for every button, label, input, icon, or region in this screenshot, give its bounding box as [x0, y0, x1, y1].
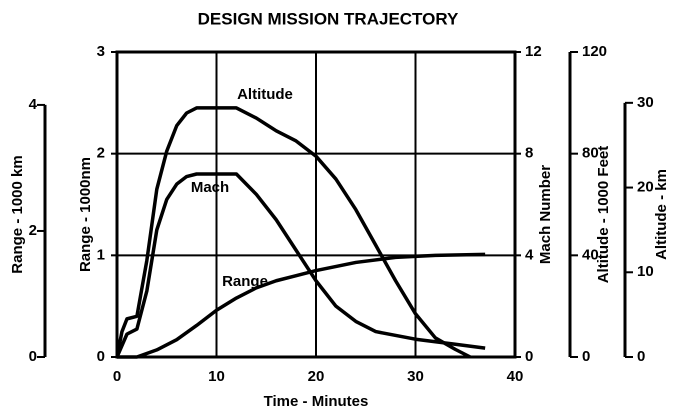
y-tick-label: 3 — [97, 43, 105, 60]
series-label: Mach — [191, 179, 229, 196]
y-axis-label: Range - 1000 km — [9, 155, 26, 273]
y-tick-label: 2 — [29, 222, 37, 239]
x-tick-label: 30 — [407, 368, 424, 385]
y-tick-label: 10 — [637, 263, 654, 280]
line — [115, 172, 486, 358]
y-tick-label: 0 — [582, 348, 590, 365]
x-tick-label: 40 — [507, 368, 524, 385]
y-tick-label: 30 — [637, 94, 654, 111]
y-axis-label: Range - 1000nm — [77, 157, 94, 272]
x-tick-label: 20 — [308, 368, 325, 385]
line — [117, 252, 486, 359]
y-tick-label: 4 — [29, 96, 38, 113]
y-tick-label: 0 — [97, 348, 105, 365]
series-label: Altitude — [237, 86, 293, 103]
y-tick-label: 20 — [637, 179, 654, 196]
y-tick-label: 1 — [97, 246, 105, 263]
y-tick-label: 8 — [525, 145, 533, 162]
y-tick-label: 40 — [582, 246, 599, 263]
y-axis-label: Altitude - km — [653, 169, 670, 260]
y-tick-label: 80 — [582, 145, 599, 162]
y-tick-label: 0 — [637, 348, 645, 365]
x-tick-label: 10 — [208, 368, 225, 385]
y-axis-label: Mach Number — [537, 165, 554, 264]
y-tick-label: 120 — [582, 43, 607, 60]
line — [115, 106, 472, 359]
y-tick-label: 0 — [29, 348, 37, 365]
y-axis-label: Altitude - 1000 Feet — [595, 146, 612, 284]
y-tick-label: 2 — [97, 145, 105, 162]
y-tick-label: 12 — [525, 43, 542, 60]
chart-title: DESIGN MISSION TRAJECTORY — [198, 9, 459, 28]
y-tick-label: 4 — [525, 246, 534, 263]
x-tick-label: 0 — [113, 368, 121, 385]
x-axis-label: Time - Minutes — [264, 393, 369, 410]
y-tick-label: 0 — [525, 348, 533, 365]
series-label: Range — [222, 273, 268, 290]
